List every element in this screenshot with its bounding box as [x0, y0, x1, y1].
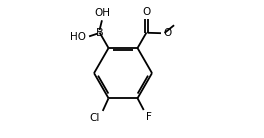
Text: B: B — [96, 27, 103, 38]
Text: OH: OH — [94, 8, 110, 18]
Text: Cl: Cl — [89, 113, 100, 123]
Text: O: O — [163, 28, 171, 38]
Text: F: F — [146, 112, 152, 122]
Text: HO: HO — [70, 32, 86, 42]
Text: O: O — [142, 7, 151, 17]
